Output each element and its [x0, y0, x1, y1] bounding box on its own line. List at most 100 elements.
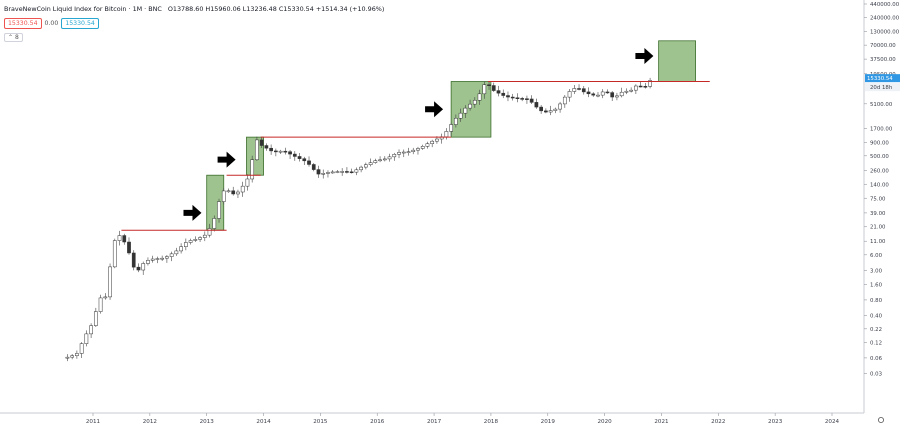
candle [634, 85, 638, 91]
candle [539, 106, 543, 112]
candle [364, 164, 368, 168]
candle [236, 191, 240, 195]
candle [591, 93, 596, 96]
candle [127, 241, 131, 254]
candle [193, 239, 198, 241]
candle [406, 151, 411, 153]
countdown-tag [865, 83, 900, 92]
candle [420, 146, 425, 149]
y-tick-label: 37500.00 [870, 57, 896, 63]
candle [520, 98, 525, 100]
y-tick-label: 0.12 [870, 340, 882, 346]
candle [188, 240, 193, 243]
candle [307, 160, 311, 165]
y-tick-label: 5100.00 [870, 102, 893, 108]
right-arrow-icon [217, 151, 236, 168]
candle [525, 98, 529, 100]
x-tick-label: 2015 [313, 419, 328, 425]
candle [648, 80, 652, 87]
x-tick-label: 2012 [143, 419, 157, 425]
candle [93, 311, 98, 326]
candle [292, 153, 297, 157]
candle [496, 90, 501, 94]
gear-icon[interactable] [877, 416, 885, 424]
candle [643, 86, 648, 88]
candle [316, 169, 321, 175]
candle [577, 88, 581, 90]
candle [610, 92, 615, 98]
candle [231, 190, 236, 195]
candle [226, 190, 231, 193]
candle [600, 91, 605, 96]
y-tick-label: 140.00 [870, 182, 889, 188]
y-tick-label: 3.00 [870, 268, 883, 274]
symbol-title[interactable]: BraveNewCoin Liquid Index for Bitcoin · … [4, 5, 162, 13]
candle [548, 110, 553, 113]
candle [477, 93, 482, 101]
candle [605, 91, 610, 94]
candle [482, 84, 487, 95]
candle [553, 108, 558, 111]
candle [335, 171, 340, 173]
x-tick-label: 2016 [370, 419, 385, 425]
candle [515, 97, 520, 99]
candle [596, 94, 600, 97]
candle [586, 91, 591, 95]
x-tick-label: 2022 [711, 419, 725, 425]
candle [264, 145, 269, 149]
candle [501, 92, 506, 96]
y-tick-label: 0.22 [870, 327, 882, 333]
chevron-up-icon: ⌃ [8, 34, 14, 41]
candle [84, 333, 89, 344]
candle [122, 235, 127, 243]
y-tick-label: 0.03 [870, 371, 882, 377]
x-tick-label: 2023 [768, 419, 783, 425]
last-price-label: 15330.54 [867, 76, 893, 82]
y-tick-label: 0.06 [870, 356, 883, 362]
candle [131, 252, 136, 268]
sell-price-box[interactable]: 15330.54 [4, 18, 42, 29]
buy-price-box[interactable]: 15330.54 [61, 18, 99, 29]
candle [558, 103, 562, 110]
y-tick-label: 240000.00 [870, 16, 900, 22]
right-arrow-icon [425, 101, 444, 118]
candle [401, 151, 406, 154]
candle [288, 151, 292, 155]
candle [212, 218, 217, 229]
candle [311, 164, 316, 170]
candle [70, 355, 75, 358]
target-box[interactable] [658, 40, 696, 82]
candle [510, 96, 515, 99]
candle [240, 185, 245, 193]
candle [529, 98, 534, 103]
right-arrow-icon [635, 48, 654, 65]
candle [207, 228, 212, 236]
y-tick-label: 1700.00 [870, 126, 893, 132]
last-price-tag [865, 74, 900, 83]
candle [297, 156, 302, 159]
candle [349, 171, 354, 174]
candle [411, 149, 416, 152]
candle [65, 356, 70, 359]
candle [79, 343, 84, 354]
candle [619, 91, 624, 97]
y-tick-label: 21.00 [870, 225, 886, 231]
candle [624, 90, 629, 93]
candle [373, 160, 378, 163]
y-tick-label: 11.00 [870, 239, 886, 245]
indicators-collapse-button[interactable]: ⌃ 8 [4, 33, 23, 42]
candle [430, 140, 435, 144]
candle [330, 171, 335, 174]
candle [345, 171, 349, 173]
price-box-row: 15330.54 0.00 15330.54 [4, 18, 99, 29]
candle [487, 84, 491, 86]
y-tick-label: 500.00 [870, 154, 889, 160]
right-arrow-shape [217, 151, 236, 168]
y-tick-label: 130000.00 [870, 29, 900, 35]
candle [198, 237, 202, 240]
x-tick-label: 2014 [256, 419, 271, 425]
candle [354, 169, 359, 173]
candle [283, 150, 288, 153]
